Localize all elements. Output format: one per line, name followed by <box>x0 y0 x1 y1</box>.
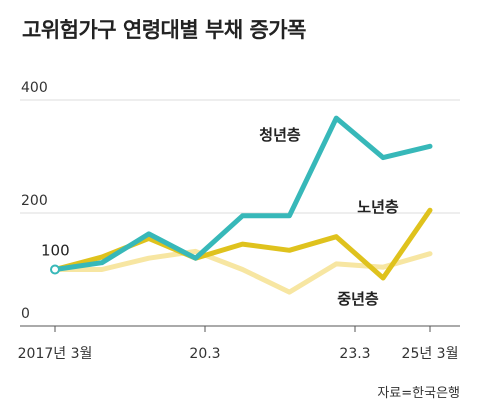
start-value-label: 100 <box>41 242 70 260</box>
y-tick-label-0: 0 <box>21 306 30 322</box>
series-label-1: 노년층 <box>357 198 399 216</box>
x-tick-label-3: 25년 3월 <box>402 346 459 362</box>
series-label-2: 중년층 <box>337 290 379 308</box>
source-note: 자료=한국은행 <box>377 386 460 401</box>
x-tick-label-2: 23.3 <box>339 346 370 362</box>
series-label-0: 청년층 <box>259 126 301 144</box>
chart-title: 고위험가구 연령대별 부채 증가폭 <box>22 18 306 42</box>
y-tick-label-200: 200 <box>21 193 48 209</box>
start-point-marker <box>50 264 60 275</box>
x-tick-label-0: 2017년 3월 <box>18 346 93 362</box>
y-tick-label-400: 400 <box>21 80 48 96</box>
series-line-0 <box>52 115 433 272</box>
x-tick-label-1: 20.3 <box>189 346 220 362</box>
